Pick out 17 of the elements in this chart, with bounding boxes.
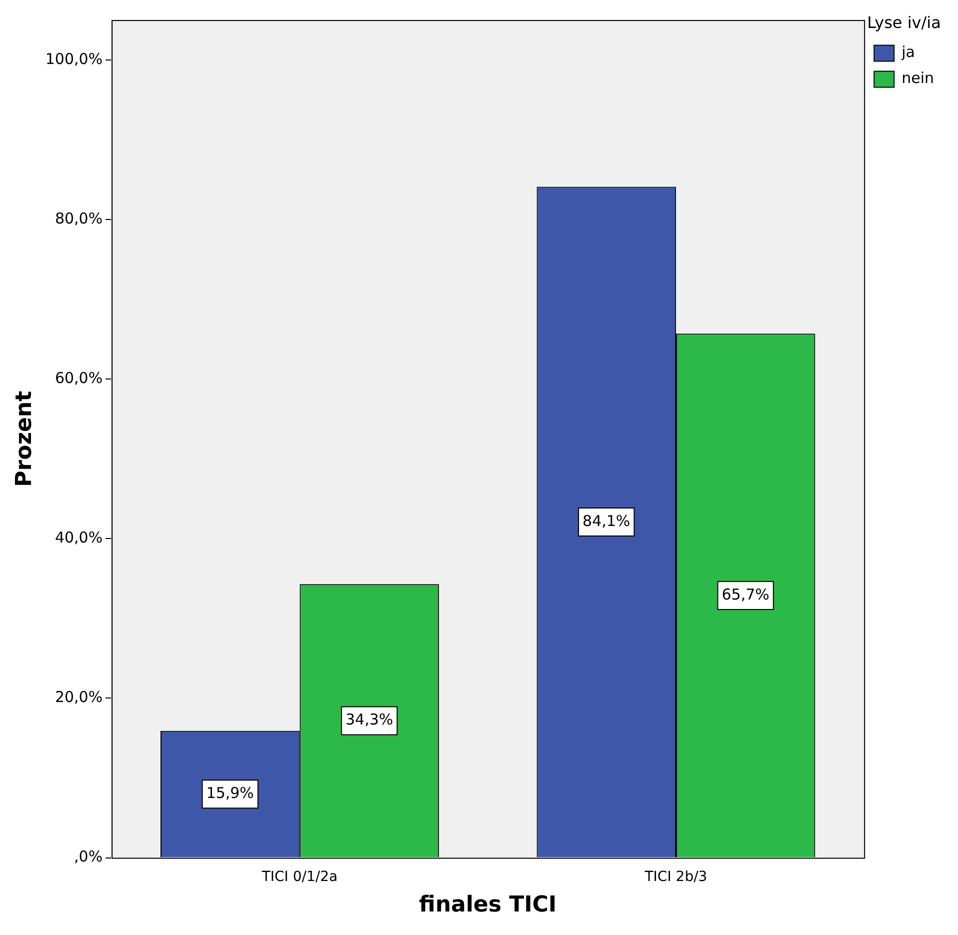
y-tick-label: ,0% <box>74 848 103 866</box>
y-axis-title: Prozent <box>12 390 37 487</box>
data-label: 34,3% <box>345 710 394 729</box>
y-tick-label: 60,0% <box>54 368 103 387</box>
x-tick-label: TICI 0/1/2a <box>260 868 338 885</box>
data-label: 65,7% <box>722 585 770 604</box>
x-tick-label: TICI 2b/3 <box>644 868 708 885</box>
y-tick-label: 40,0% <box>54 528 103 547</box>
y-tick-label: 20,0% <box>54 688 103 706</box>
y-tick-label: 100,0% <box>45 50 103 68</box>
data-label: 15,9% <box>206 784 254 802</box>
legend-title: Lyse iv/ia <box>867 13 941 32</box>
legend-label: ja <box>900 43 915 62</box>
data-label: 84,1% <box>582 512 630 530</box>
x-axis-title: finales TICI <box>419 892 557 918</box>
legend-label: nein <box>902 69 934 88</box>
y-tick-label: 80,0% <box>54 209 103 228</box>
